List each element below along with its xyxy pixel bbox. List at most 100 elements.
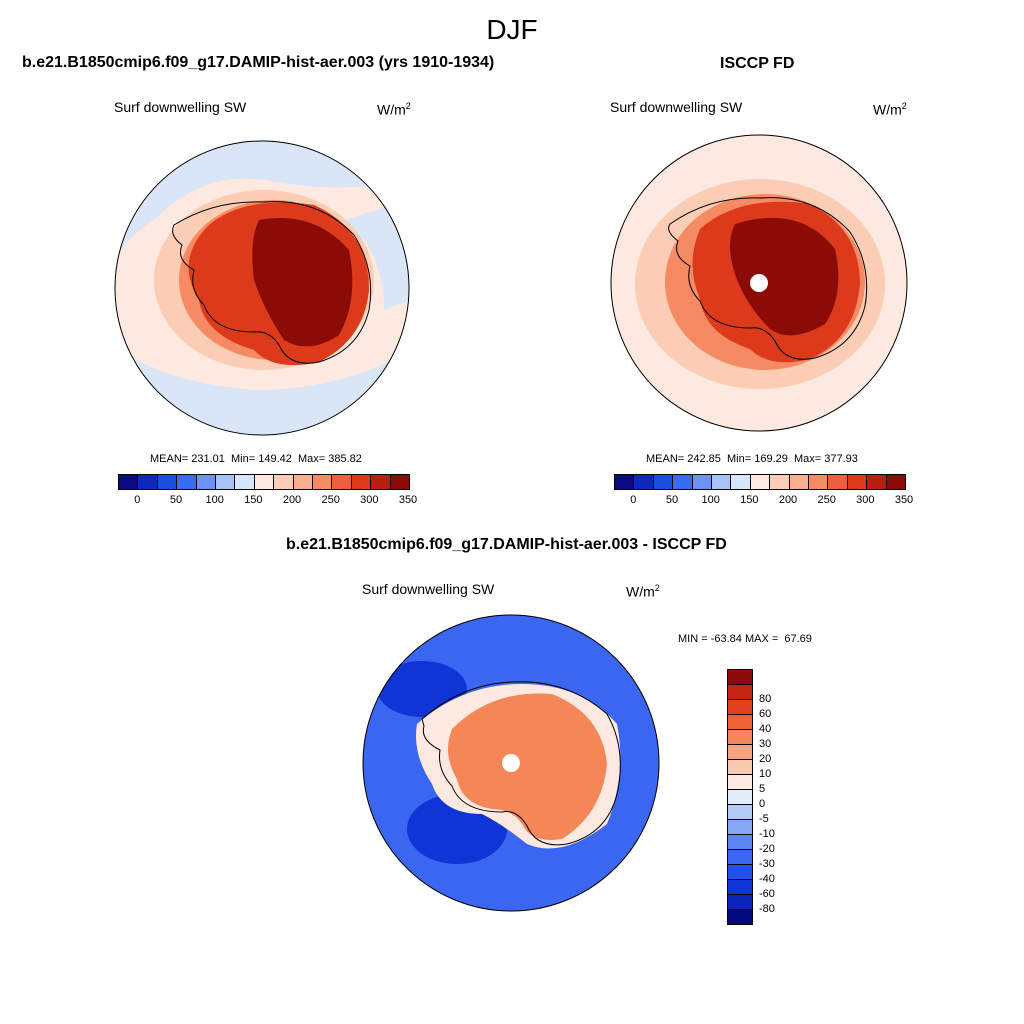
diff-antarctic-coastline — [421, 681, 621, 846]
obs-colorbar — [614, 474, 906, 490]
model-colorbar-box — [157, 475, 178, 489]
model-colorbar-box — [371, 475, 391, 489]
diff-colorbar-tick-label: 5 — [759, 783, 766, 795]
diff-colorbar-box — [728, 864, 752, 879]
model-colorbar-tick-label: 350 — [398, 494, 418, 506]
obs-colorbar-box — [867, 475, 887, 489]
diff-colorbar-box — [728, 670, 752, 684]
model-colorbar-tick-label: 300 — [360, 494, 379, 506]
diff-colorbar-tick-label: 40 — [759, 723, 772, 735]
diff-colorbar-tick-label: 10 — [759, 768, 772, 780]
obs-colorbar-tick-label: 200 — [778, 494, 798, 506]
obs-polar-map — [610, 134, 908, 432]
model-colorbar-box — [332, 475, 352, 489]
obs-colorbar-box — [634, 475, 654, 489]
model-colorbar-tick-label: 150 — [244, 494, 263, 506]
model-ocean-light-region-north — [115, 141, 409, 260]
model-colorbar-tick-label: 50 — [169, 494, 183, 506]
obs-variable-label: Surf downwelling SW — [610, 99, 743, 115]
obs-colorbar-box — [750, 475, 771, 489]
diff-colorbar-box — [728, 849, 752, 864]
diff-colorbar-box — [728, 729, 752, 744]
model-colorbar-box — [293, 475, 314, 489]
model-units-label: W/m2 — [377, 101, 411, 118]
model-colorbar-box — [274, 475, 294, 489]
diff-colorbar-box — [728, 804, 752, 819]
obs-colorbar-box — [789, 475, 810, 489]
model-colorbar-tick-label: 0 — [134, 494, 141, 506]
obs-colorbar-box — [673, 475, 693, 489]
diff-colorbar-box — [728, 684, 752, 699]
diff-dark-blue-patch-1 — [377, 661, 467, 717]
diff-colorbar-box — [728, 714, 752, 729]
model-colorbar — [118, 474, 410, 490]
model-colorbar-tick-label: 250 — [321, 494, 340, 506]
diff-colorbar-tick-label: -80 — [759, 903, 775, 915]
obs-colorbar-box — [886, 475, 906, 489]
obs-colorbar-tick-label: 0 — [630, 494, 637, 506]
obs-stats-text: MEAN= 242.85 Min= 169.29 Max= 377.93 — [646, 453, 858, 465]
diff-colorbar-box — [728, 759, 752, 774]
diff-colorbar-tick-label: 80 — [759, 693, 772, 705]
model-colorbar-box — [196, 475, 217, 489]
diff-colorbar-tick-label: -40 — [759, 873, 775, 885]
model-antarctic-coastline — [172, 201, 372, 364]
obs-colorbar-box — [731, 475, 751, 489]
obs-missing-pole-hole — [750, 274, 768, 292]
obs-colorbar-box — [809, 475, 829, 489]
obs-colorbar-tick-label: 100 — [701, 494, 720, 506]
diff-colorbar-tick-label: -10 — [759, 828, 775, 840]
model-colorbar-box — [254, 475, 275, 489]
diff-colorbar-box — [728, 774, 752, 789]
model-colorbar-box — [351, 475, 372, 489]
model-colorbar-box — [138, 475, 158, 489]
obs-colorbar-box — [770, 475, 790, 489]
diff-polar-map — [362, 614, 660, 912]
diff-colorbar-tick-label: -30 — [759, 858, 775, 870]
model-colorbar-box — [235, 475, 255, 489]
obs-colorbar-tick-label: 50 — [665, 494, 679, 506]
model-colorbar-tick-label: 200 — [282, 494, 302, 506]
diff-colorbar-tick-label: 30 — [759, 738, 772, 750]
obs-colorbar-box — [712, 475, 732, 489]
obs-units-label: W/m2 — [873, 101, 907, 118]
model-colorbar-box — [216, 475, 236, 489]
diff-colorbar-tick-label: -20 — [759, 843, 775, 855]
diff-colorbar-tick-label: -60 — [759, 888, 775, 900]
obs-colorbar-box — [615, 475, 635, 489]
obs-dark-red-core — [730, 217, 839, 336]
obs-antarctic-coastline — [668, 197, 868, 360]
obs-colorbar-box — [653, 475, 674, 489]
diff-colorbar-tick-label: -5 — [759, 813, 769, 825]
obs-colorbar-box — [828, 475, 848, 489]
diff-panel-title: b.e21.B1850cmip6.f09_g17.DAMIP-hist-aer.… — [286, 536, 727, 553]
diff-colorbar-box — [728, 879, 752, 894]
diff-colorbar-box — [728, 699, 752, 714]
model-colorbar-box — [390, 475, 410, 489]
diff-colorbar-box — [728, 789, 752, 804]
diff-minmax-text: MIN = -63.84 MAX = 67.69 — [678, 633, 812, 645]
model-stats-text: MEAN= 231.01 Min= 149.42 Max= 385.82 — [150, 453, 362, 465]
model-ocean-light-region-south — [115, 340, 409, 435]
model-colorbar-box — [313, 475, 333, 489]
model-ocean-light-region-east — [344, 200, 409, 310]
model-colorbar-box — [119, 475, 139, 489]
obs-colorbar-box — [847, 475, 868, 489]
obs-colorbar-tick-label: 250 — [817, 494, 836, 506]
obs-panel-title: ISCCP FD — [720, 55, 795, 72]
obs-colorbar-tick-label: 150 — [740, 494, 759, 506]
obs-colorbar-box — [692, 475, 713, 489]
model-colorbar-tick-label: 100 — [205, 494, 224, 506]
diff-colorbar-tick-label: 20 — [759, 753, 772, 765]
diff-colorbar-box — [728, 834, 752, 849]
diff-colorbar — [727, 669, 753, 925]
diff-colorbar-box — [728, 819, 752, 834]
diff-colorbar-box — [728, 894, 752, 909]
diff-orange-region — [448, 693, 607, 840]
diff-missing-pole-hole — [502, 754, 520, 772]
model-colorbar-box — [177, 475, 197, 489]
diff-units-label: W/m2 — [626, 583, 660, 600]
model-variable-label: Surf downwelling SW — [114, 99, 247, 115]
model-dark-red-core — [252, 218, 353, 347]
obs-colorbar-tick-label: 350 — [894, 494, 914, 506]
